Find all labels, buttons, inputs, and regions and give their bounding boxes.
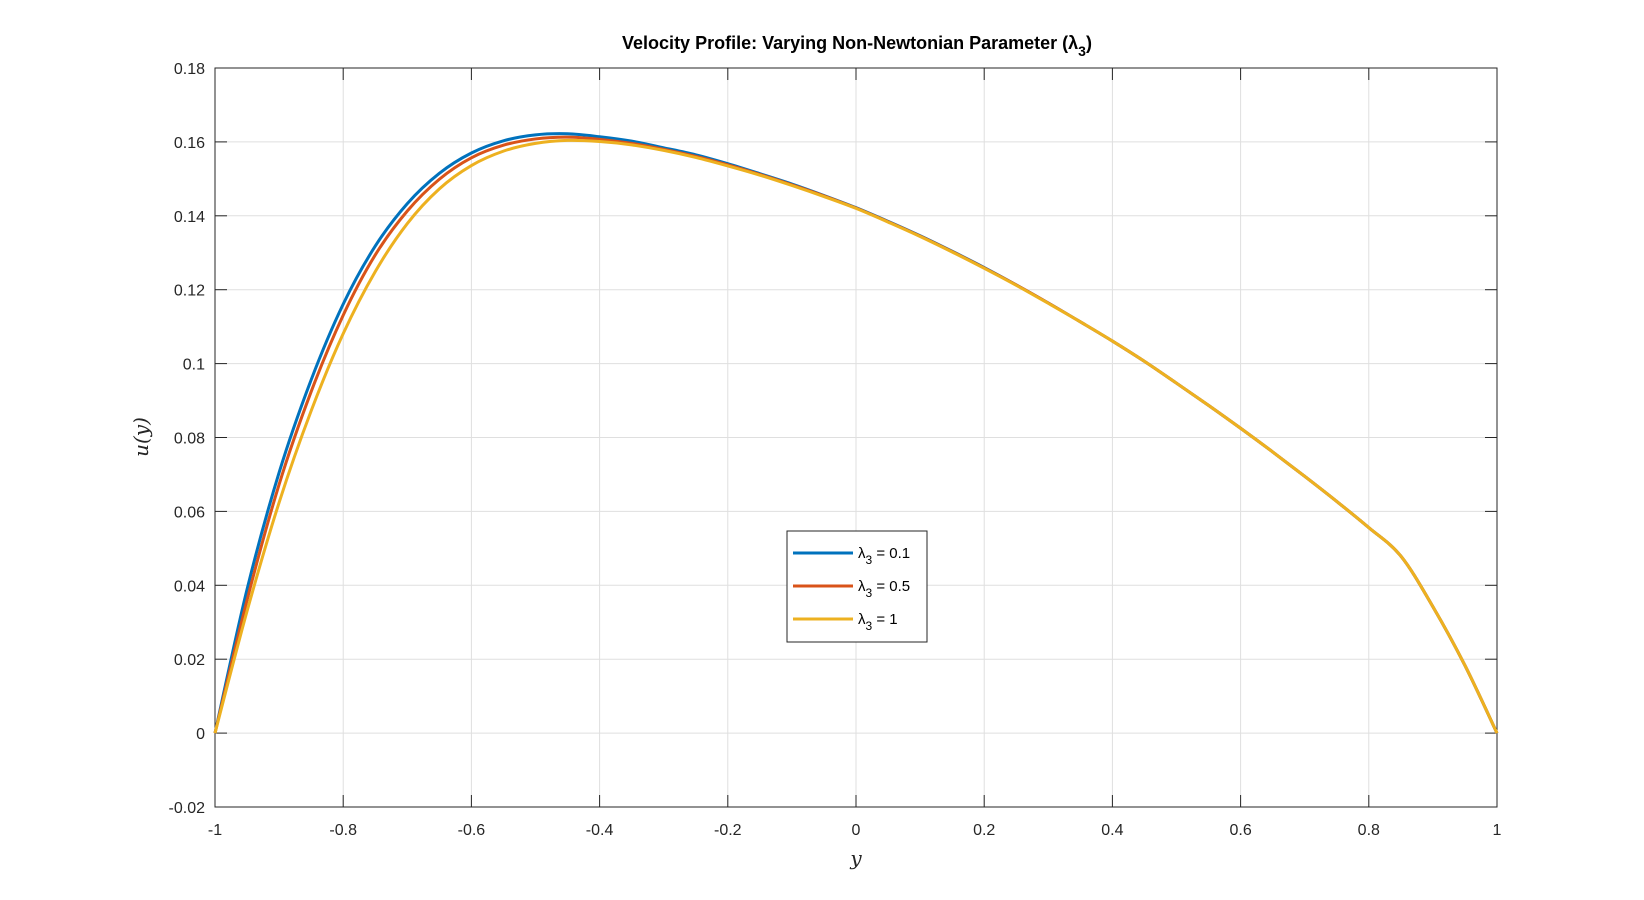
x-tick-label: 1	[1493, 822, 1502, 839]
chart-title-end: )	[1086, 33, 1092, 53]
x-tick-label: 0.8	[1358, 822, 1380, 839]
ticks: -1 -0.8 -0.6 -0.4 -0.2 0 0.2 0.4 0.6 0.8 1 -0.02 0 0.…	[169, 61, 1502, 839]
x-tick-label: -0.6	[458, 822, 486, 839]
y-tick-label: 0	[196, 726, 205, 743]
x-tick-label: 0.4	[1101, 822, 1123, 839]
x-tick-label: -0.8	[329, 822, 357, 839]
x-tick-label: 0.6	[1229, 822, 1251, 839]
chart-title-subscript: 3	[1078, 43, 1086, 59]
y-axis-label: u(y)	[129, 417, 153, 457]
y-tick-label: 0.18	[174, 61, 205, 78]
x-tick-label: 0	[852, 822, 861, 839]
chart-title: Velocity Profile: Varying Non-Newtonian …	[622, 33, 1092, 59]
x-tick-label: -1	[208, 822, 222, 839]
legend-label: λ3 = 1	[858, 611, 898, 633]
x-tick-label: 0.2	[973, 822, 995, 839]
y-tick-label: 0.02	[174, 652, 205, 669]
legend: λ3 = 0.1 λ3 = 0.5 λ3 = 1	[786, 530, 928, 643]
y-tick-label: 0.08	[174, 431, 205, 448]
x-tick-label: -0.4	[586, 822, 614, 839]
y-tick-label: 0.12	[174, 283, 205, 300]
y-tick-label: 0.14	[174, 209, 205, 226]
y-tick-label: -0.02	[169, 800, 206, 817]
series-line	[213, 138, 1499, 734]
y-tick-label: 0.06	[174, 504, 205, 521]
legend-label: λ3 = 0.1	[858, 545, 910, 567]
x-axis-label: y	[849, 846, 862, 870]
x-tick-label: -0.2	[714, 822, 742, 839]
legend-label: λ3 = 0.5	[858, 578, 910, 600]
series-lines	[213, 132, 1499, 734]
y-tick-label: 0.16	[174, 135, 205, 152]
y-tick-label: 0.1	[183, 357, 205, 374]
chart-title-main: Velocity Profile: Varying Non-Newtonian …	[622, 33, 1078, 53]
y-tick-label: 0.04	[174, 578, 205, 595]
